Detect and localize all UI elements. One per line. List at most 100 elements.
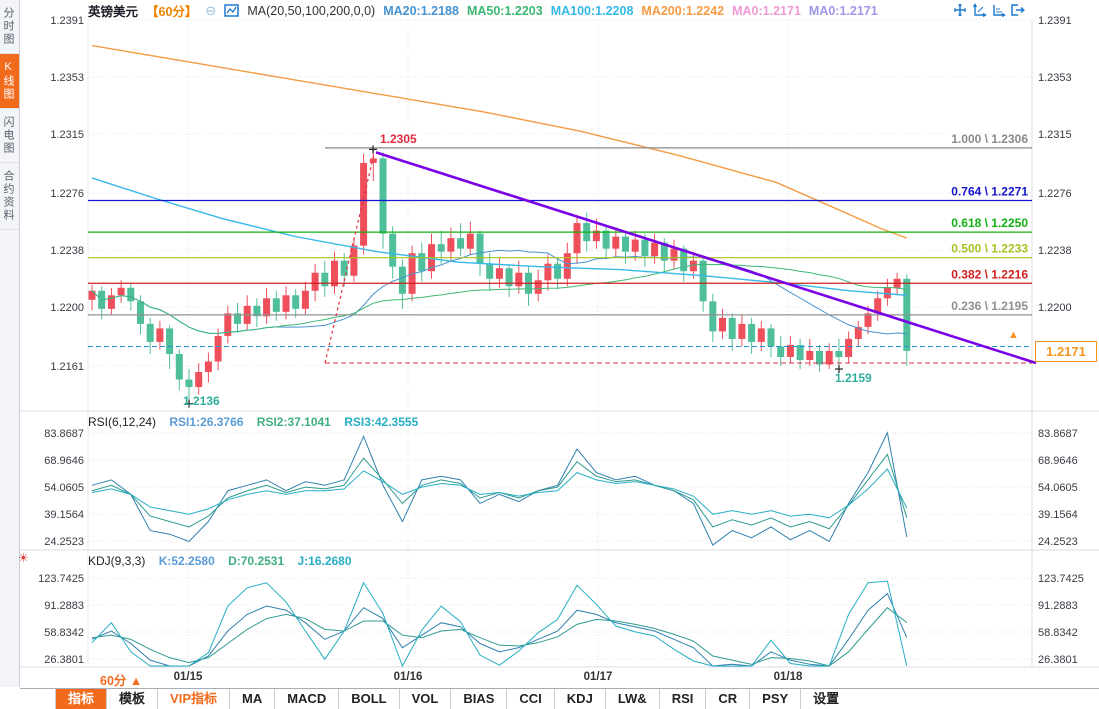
svg-text:1.2315: 1.2315 [50,129,84,141]
xaxis-row: 60分 ▲ 01/15 01/16 01/17 01/18 [20,668,1099,689]
candle [282,286,290,320]
candle [350,238,358,282]
kdj-k-value: K:52.2580 [158,554,215,568]
candle [796,338,804,370]
tab-vip-indicators[interactable]: VIP指标 [158,689,230,709]
ma-indicator-params: MA(20,50,100,200,0,0) [247,3,376,18]
candle [709,293,717,342]
candle [728,313,736,351]
svg-text:1.2276: 1.2276 [50,188,84,200]
candle [175,349,183,391]
ma50-line [91,263,907,334]
candle [777,335,785,366]
candle [331,251,338,294]
candle [719,308,726,339]
sidebar: 分时图 K线图 闪电图 合约资料 [0,0,20,687]
svg-text:1.2200: 1.2200 [50,302,84,314]
candle [525,266,532,306]
candle [117,280,125,303]
candle [874,290,882,321]
chart-header: 英镑美元 【60分】 ⊖ MA(20,50,100,200,0,0) MA20:… [88,2,878,20]
candle [311,263,319,302]
tab-settings[interactable]: 设置 [813,691,840,706]
tab-kdj[interactable]: KDJ [555,689,606,709]
date-label: 01/17 [583,671,613,683]
candle [418,242,426,282]
svg-text:123.7425: 123.7425 [1038,573,1084,585]
collapse-icon[interactable]: ⊖ [205,2,217,18]
exit-icon[interactable] [1009,3,1025,17]
svg-text:58.8342: 58.8342 [1038,627,1078,639]
candle [670,239,678,270]
period-selector[interactable]: 60分 ▲ [100,674,143,688]
tab-psy[interactable]: PSY [750,689,802,709]
sidebar-item-lightning[interactable]: 闪电图 [0,109,19,163]
sidebar-item-contract-info[interactable]: 合约资料 [0,163,19,230]
candle [263,287,271,324]
svg-text:1.2315: 1.2315 [1038,129,1072,141]
candle [447,227,455,261]
tab-ma[interactable]: MA [230,689,276,709]
axis-scale-x-icon[interactable] [990,3,1006,17]
candle [185,369,193,404]
chart-type-icon[interactable] [224,4,240,17]
sidebar-item-kline[interactable]: K线图 [0,54,19,109]
candle [253,298,261,327]
chart-tool-icons [952,3,1025,17]
tab-bias[interactable]: BIAS [451,689,508,709]
candle [301,281,309,315]
kdj-alert-sun-icon[interactable]: ☀ [18,551,29,565]
date-label: 01/15 [173,671,203,683]
chart-canvas[interactable]: 1.000 \ 1.2306 0.764 \ 1.2271 0.618 \ 1.22… [0,0,1099,689]
tab-rsi[interactable]: RSI [660,689,707,709]
svg-text:1.2200: 1.2200 [1038,302,1072,314]
indicator-toolbar: 指标 模板 VIP指标 MA MACD BOLL VOL BIAS CCI KD… [0,689,1099,709]
candle [544,254,552,291]
svg-text:83.8687: 83.8687 [44,428,84,440]
candle [835,338,843,370]
candle [428,233,435,279]
tab-macd[interactable]: MACD [275,689,340,709]
candle [767,323,775,357]
svg-text:1.2391: 1.2391 [50,15,84,27]
fib-label: 0.618 \ 1.2250 [951,216,1028,230]
kdj-d-value: D:70.2531 [228,554,285,568]
period-tag[interactable]: 【60分】 [146,5,198,19]
current-price-arrow-icon: ▲ [1008,329,1019,341]
fib-label: 1.000 \ 1.2306 [951,132,1028,146]
rsi2-value: RSI2:37.1041 [256,415,331,429]
svg-text:1.2238: 1.2238 [1038,245,1072,257]
candle [360,153,368,255]
rsi-panel-rsi2-line [91,453,908,530]
tab-cr[interactable]: CR [706,689,751,709]
ma50-value: MA50:1.2203 [466,3,543,18]
ma20-value: MA20:1.2188 [383,3,459,18]
crosshair-move-icon[interactable] [952,3,968,17]
tab-indicators[interactable]: 指标 [56,689,108,709]
sidebar-item-timeshare[interactable]: 分时图 [0,0,19,54]
candle [389,226,397,279]
candle [786,335,794,363]
candle [369,149,377,181]
tab-templates[interactable]: 模板 [107,689,159,709]
candle [88,284,96,311]
rsi1-value: RSI1:26.3766 [169,415,244,429]
tab-lw[interactable]: LW& [606,689,660,709]
tab-boll[interactable]: BOLL [339,689,400,709]
axis-scale-y-icon[interactable] [971,3,987,17]
candle [166,325,174,370]
kdj-panel-k-line [91,592,908,667]
candle [156,320,164,350]
candle [651,233,659,264]
peak-price-annotation: 1.2305 [380,132,417,146]
ma100-value: MA100:1.2208 [550,3,634,18]
svg-text:39.1564: 39.1564 [1038,509,1078,521]
candle [563,242,571,287]
tab-vol[interactable]: VOL [400,689,452,709]
downtrend-line[interactable] [375,151,1037,365]
candle [806,338,814,366]
tab-cci[interactable]: CCI [507,689,555,709]
candle [748,317,756,354]
svg-text:1.2353: 1.2353 [50,72,84,84]
svg-text:83.8687: 83.8687 [1038,428,1078,440]
